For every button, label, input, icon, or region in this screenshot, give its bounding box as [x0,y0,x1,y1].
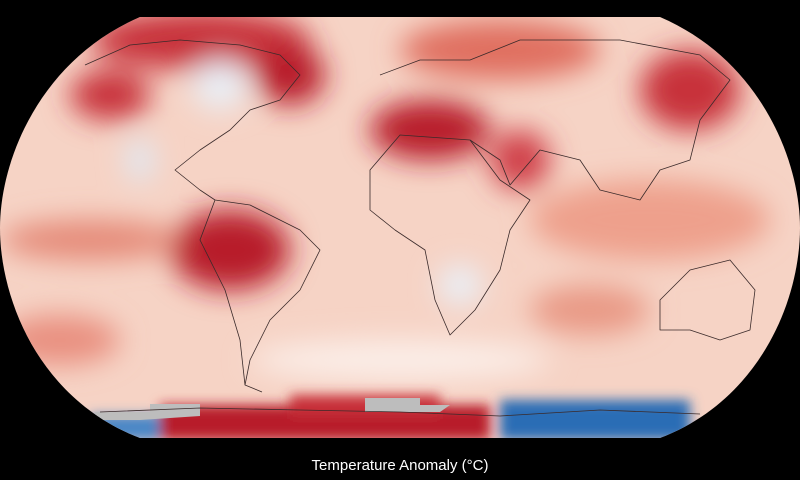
coastline [379,39,731,201]
warm-region [530,180,770,260]
coastline [99,407,701,417]
coastline [199,199,246,386]
missing-data [95,398,450,420]
warm-region [530,285,650,335]
warm-region [490,130,550,190]
coastlines [84,39,756,417]
warm-region [170,210,290,290]
cool-region [500,400,690,438]
neutral-region [250,340,550,380]
cool-region [438,265,482,305]
cool-region [126,138,154,182]
anomaly-field [0,17,770,380]
cool-region [192,60,248,110]
coastline [84,39,301,201]
coastline [369,134,531,336]
coastline [214,199,321,393]
warm-region [255,45,325,105]
no-data-area [365,398,450,412]
warm-region [70,70,150,120]
coastline [659,259,756,341]
caption: Temperature Anomaly (°C) [312,457,489,474]
warm-region [0,220,180,260]
warm-region [370,100,490,160]
no-data-area [95,404,200,420]
warm-region [640,50,740,130]
warm-region [90,17,310,70]
warm-region [400,20,600,80]
